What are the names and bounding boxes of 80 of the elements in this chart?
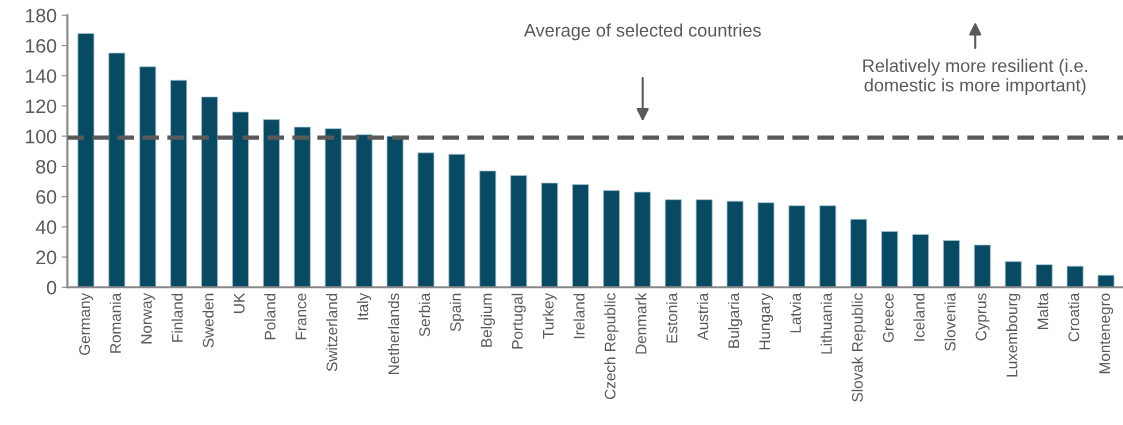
y-tick-label: 140: [26, 69, 57, 83]
x-tick-label: Poland: [264, 293, 276, 340]
bar: [170, 79, 188, 288]
bar: [386, 135, 404, 288]
y-tick-label: 60: [36, 190, 57, 204]
x-tick-label: Sweden: [202, 293, 214, 348]
bar: [788, 205, 806, 288]
x-tick-label: Czech Republic: [604, 293, 619, 400]
bar: [664, 199, 682, 288]
bar: [448, 153, 466, 288]
bar: [726, 200, 744, 288]
x-tick-label: Turkey: [542, 292, 557, 339]
x-tick-label: Hungary: [759, 292, 774, 350]
x-tick-label: Serbia: [418, 292, 431, 337]
x-tick-label: Italy: [357, 292, 372, 320]
x-tick-label: Bulgaria: [727, 292, 743, 348]
x-tick-label: Netherlands: [387, 293, 400, 374]
x-tick-label: Germany: [79, 292, 94, 355]
x-tick-label: Finland: [171, 293, 183, 342]
bar: [201, 96, 218, 288]
bar: [1097, 274, 1115, 288]
bar: [417, 152, 435, 288]
bar: [603, 190, 620, 288]
x-tick-label: Norway: [141, 292, 155, 344]
y-tick-label: 20: [36, 250, 57, 265]
bar: [881, 231, 899, 288]
x-tick-label: Ireland: [573, 293, 585, 339]
x-tick-label: France: [295, 293, 307, 340]
bar: [293, 126, 311, 288]
annotation: Relatively more resilient (i.e. domestic is more important): [863, 58, 1087, 96]
x-tick-label: Cyprus: [975, 293, 990, 341]
bar: [572, 184, 589, 288]
x-tick-label: Croatia: [1067, 292, 1080, 342]
bar: [232, 111, 249, 288]
x-tick-label: UK: [233, 293, 245, 313]
bar: [695, 199, 713, 288]
bar: [633, 191, 651, 288]
x-tick-label: Spain: [449, 293, 464, 332]
x-tick-label: Luxembourg: [1006, 293, 1021, 377]
x-tick-label: Denmark: [635, 292, 647, 354]
x-tick-label: Latvia: [789, 292, 801, 333]
bar: [479, 170, 497, 288]
x-tick-label: Greece: [882, 293, 894, 343]
bar: [510, 175, 528, 288]
annotation: Average of selected countries: [523, 23, 761, 41]
x-tick-label: Malta: [1037, 292, 1049, 329]
bar: [912, 234, 929, 288]
y-tick-label: 180: [26, 8, 57, 23]
x-tick-label: Portugal: [511, 293, 526, 349]
bar: [1035, 264, 1053, 288]
bar: [943, 240, 960, 288]
x-tick-label: Belgium: [480, 293, 495, 347]
bar: [139, 66, 157, 288]
x-tick-label: Austria: [697, 292, 709, 341]
x-tick-label: Iceland: [913, 293, 925, 341]
bar: [355, 134, 373, 288]
y-tick-label: 0: [46, 280, 57, 295]
bar: [1004, 261, 1022, 288]
y-tick-label: 100: [26, 129, 57, 144]
x-tick-label: Lithuania: [820, 292, 832, 354]
y-tick-label: 160: [26, 38, 57, 53]
bar: [757, 202, 775, 288]
y-tick-label: 40: [35, 220, 57, 235]
bar: [263, 119, 280, 288]
bar: [1066, 265, 1084, 288]
x-tick-label: Romania: [109, 292, 121, 353]
x-tick-label: Switzerland: [326, 293, 338, 372]
bar: [973, 244, 991, 288]
y-tick-label: 120: [26, 99, 57, 114]
bar: [541, 182, 558, 288]
bar: [108, 52, 126, 288]
bar: [324, 128, 342, 288]
x-tick-label: Slovenia: [944, 292, 956, 351]
x-tick-label: Montenegro: [1099, 293, 1114, 374]
x-tick-label: Slovak Republic: [851, 293, 866, 402]
bar: [819, 205, 837, 288]
x-tick-label: Estonia: [666, 292, 678, 343]
bar: [77, 33, 95, 288]
y-tick-label: 80: [36, 159, 57, 174]
bar: [850, 218, 868, 288]
